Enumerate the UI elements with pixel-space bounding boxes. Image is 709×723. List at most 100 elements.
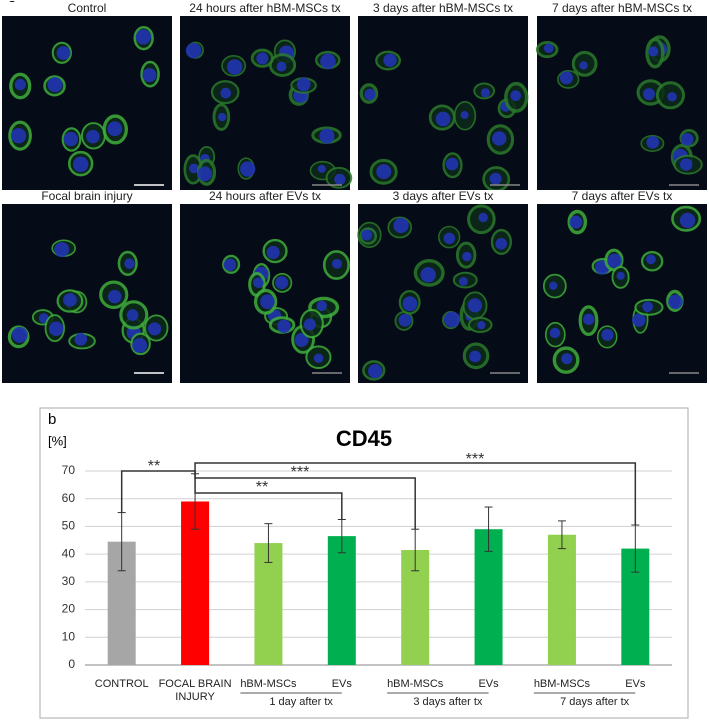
- x-tick-label: hBM-MSCs: [240, 678, 297, 690]
- nucleus: [667, 91, 677, 102]
- y-tick-label: 30: [62, 574, 76, 588]
- nucleus: [648, 46, 659, 57]
- nucleus: [72, 156, 89, 173]
- nucleus: [320, 53, 336, 69]
- nucleus: [331, 258, 342, 269]
- y-axis-label: [%]: [48, 433, 67, 448]
- nucleus: [126, 309, 139, 321]
- label-bg: [180, 2, 350, 16]
- micrograph: 24 hours after EVs tx: [180, 189, 350, 383]
- x-tick-label: EVs: [331, 678, 352, 690]
- nucleus: [462, 251, 472, 262]
- nucleus: [607, 253, 622, 268]
- nucleus: [316, 300, 328, 312]
- nucleus: [632, 313, 646, 327]
- nucleus: [188, 163, 199, 174]
- x-tick-label: FOCAL BRAIN INJURY: [158, 678, 232, 703]
- micrograph: 3 days after hBM-MSCs tx: [358, 1, 529, 195]
- group-label: 7 days after tx: [560, 696, 630, 708]
- nucleus: [220, 87, 232, 99]
- nucleus: [510, 90, 522, 102]
- group-label: 1 day after tx: [269, 696, 333, 708]
- nucleus: [260, 294, 275, 309]
- micrograph: 7 days after hBM-MSCs tx: [535, 1, 707, 195]
- y-tick-label: 70: [62, 463, 76, 477]
- nucleus: [616, 271, 625, 280]
- nucleus: [367, 364, 383, 379]
- nucleus: [443, 232, 456, 245]
- image-background: [358, 199, 528, 383]
- significance-label: ***: [291, 464, 310, 481]
- y-tick-label: 40: [62, 546, 76, 560]
- nucleus: [477, 321, 486, 330]
- nucleus: [420, 267, 436, 283]
- y-tick-label: 20: [62, 602, 76, 616]
- y-tick-label: 10: [62, 629, 76, 643]
- nucleus: [334, 173, 346, 185]
- nucleus: [303, 318, 316, 331]
- nucleus: [135, 29, 151, 45]
- micrograph: 24 hours after hBM-MSCs tx: [180, 1, 353, 195]
- bar: [327, 536, 356, 665]
- nucleus: [47, 77, 63, 93]
- nucleus: [10, 128, 27, 144]
- nucleus: [240, 161, 256, 177]
- image-label: Focal brain injury: [41, 189, 132, 203]
- nucleus: [256, 52, 269, 65]
- panel-label: b: [48, 411, 56, 428]
- image-label: 7 days after hBM-MSCs tx: [552, 1, 692, 15]
- bar: [254, 543, 283, 665]
- label-bg: [358, 2, 528, 16]
- image-label: 24 hours after EVs tx: [209, 189, 321, 203]
- nucleus: [364, 88, 376, 101]
- y-tick-label: 0: [68, 657, 75, 671]
- chart-frame: [39, 407, 689, 719]
- nucleus: [549, 281, 558, 290]
- y-tick-label: 60: [62, 491, 76, 505]
- nucleus: [583, 313, 595, 325]
- nucleus: [398, 313, 412, 327]
- nucleus: [561, 353, 573, 365]
- significance-bracket: [194, 473, 343, 520]
- nucleus: [218, 112, 227, 122]
- nucleus: [361, 229, 373, 241]
- nucleus: [668, 294, 683, 310]
- nucleus: [142, 68, 157, 83]
- nucleus: [467, 298, 483, 313]
- nucleus: [445, 157, 459, 171]
- nucleus: [107, 121, 123, 137]
- nucleus: [480, 88, 490, 98]
- nucleus: [559, 71, 573, 85]
- nucleus: [313, 353, 324, 364]
- nucleus: [444, 311, 461, 328]
- nucleus: [185, 42, 202, 59]
- nucleus: [197, 166, 213, 182]
- significance-label: ***: [466, 451, 485, 468]
- nucleus: [253, 277, 264, 289]
- nucleus: [543, 43, 554, 54]
- nucleus: [132, 337, 148, 353]
- micrograph: Control: [2, 1, 172, 195]
- nucleus: [227, 59, 243, 75]
- image-label: 3 days after EVs tx: [393, 189, 494, 203]
- nucleus: [319, 128, 335, 144]
- nucleus: [147, 322, 162, 336]
- nucleus: [549, 327, 561, 339]
- nucleus: [679, 212, 696, 229]
- x-tick-label: EVs: [625, 678, 646, 690]
- significance-bracket: [194, 473, 416, 530]
- nucleus: [579, 61, 588, 70]
- nucleus: [376, 164, 392, 180]
- nucleus: [14, 79, 26, 91]
- nucleus: [460, 110, 469, 120]
- error-bar: [557, 520, 566, 550]
- micrograph: 7 days after EVs tx: [537, 189, 707, 383]
- nucleus: [56, 46, 71, 60]
- x-tick-label: hBM-MSCs: [533, 678, 591, 690]
- nucleus: [74, 332, 88, 346]
- significance-label: **: [148, 458, 160, 475]
- nucleus: [492, 131, 507, 146]
- nucleus: [63, 131, 79, 147]
- nucleus: [277, 319, 291, 334]
